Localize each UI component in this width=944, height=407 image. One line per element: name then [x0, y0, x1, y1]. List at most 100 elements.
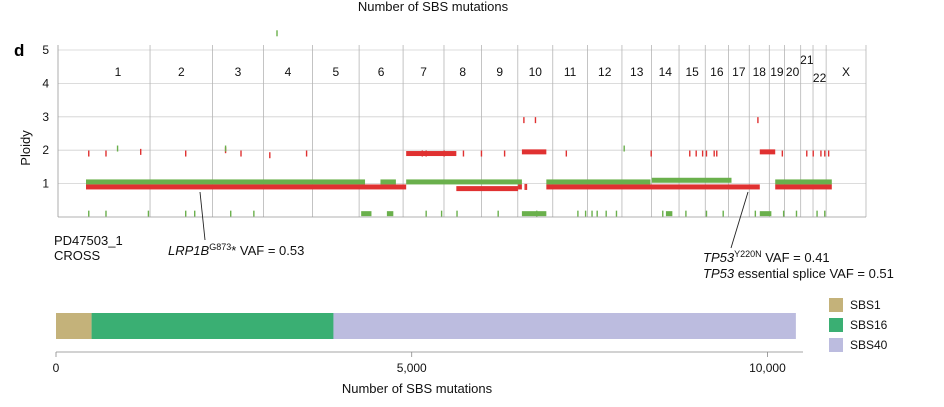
minor-allele-point — [662, 210, 664, 217]
legend-label: SBS16 — [850, 318, 888, 332]
ploidy-tick-label: 3 — [42, 110, 49, 124]
legend-label: SBS1 — [850, 298, 881, 312]
minor-allele-point — [705, 210, 708, 217]
minor-allele-point — [816, 210, 818, 217]
tp53-pointer — [730, 191, 749, 249]
lrp1b-pointer — [199, 191, 206, 241]
major-allele-point — [806, 150, 808, 157]
lrp1b-mutation: G873 — [209, 242, 231, 252]
major-allele-point — [503, 150, 506, 157]
major-allele-point — [462, 150, 465, 157]
minor-allele-point — [440, 210, 443, 217]
ploidy-tick-labels: 1 2 3 4 5 — [42, 43, 49, 191]
minor-allele-point — [615, 210, 618, 217]
lrp1b-vaf: * VAF = 0.53 — [231, 243, 304, 258]
sbs-x-axis-label: Number of SBS mutations — [342, 381, 493, 396]
lrp1b-gene: LRP1B — [168, 243, 210, 258]
tp53-splice-vaf: essential splice VAF = 0.51 — [734, 266, 894, 281]
ploidy-tick-label: 5 — [42, 43, 49, 57]
minor-allele-segment — [775, 179, 832, 185]
major-allele-point — [705, 150, 708, 157]
minor-allele-point — [605, 210, 607, 217]
minor-allele-segment — [651, 177, 732, 183]
chromosome-label: X — [842, 65, 850, 79]
major-allele-point — [812, 150, 814, 157]
major-allele-point — [716, 150, 718, 157]
minor-allele-point — [685, 210, 687, 217]
major-allele-point — [565, 150, 568, 157]
minor-allele-point — [795, 210, 798, 217]
tp53-annotation: TP53Y220N VAF = 0.41 — [703, 249, 830, 265]
tp53-gene: TP53 — [703, 250, 735, 265]
chromosome-label: 6 — [378, 65, 385, 79]
top-caption: Number of SBS mutations — [358, 0, 509, 14]
tp53-mutation: Y220N — [734, 249, 762, 259]
chromosome-label: 13 — [630, 65, 644, 79]
minor-allele-segment — [86, 179, 366, 185]
sample-id: PD47503_1 — [54, 233, 123, 248]
chromosome-label: 3 — [235, 65, 242, 79]
major-allele-point — [524, 183, 526, 190]
minor-allele-point — [536, 210, 538, 217]
major-allele-point — [140, 148, 142, 155]
minor-allele-segment — [521, 211, 547, 217]
sbs-x-axis: 0 5,000 10,000 — [53, 351, 803, 375]
minor-allele-point — [623, 145, 625, 152]
minor-allele-point — [194, 210, 196, 217]
major-allele-point — [240, 150, 242, 157]
chromosome-label: 4 — [285, 65, 292, 79]
minor-allele-point — [276, 30, 278, 37]
chromosome-label: 16 — [710, 65, 724, 79]
ploidy-axis-label: Ploidy — [18, 130, 33, 166]
minor-allele-segment — [546, 179, 651, 185]
sbs-tick-label: 0 — [53, 361, 60, 375]
chromosome-label: 18 — [753, 65, 767, 79]
tp53-vaf: VAF = 0.41 — [762, 250, 830, 265]
chromosome-label: 2 — [178, 65, 185, 79]
sbs-bar-plot: 0 5,000 10,000 Number of SBS mutations SBS… — [53, 298, 888, 396]
minor-allele-point — [88, 210, 90, 217]
ploidy-tick-label: 1 — [42, 177, 49, 191]
minor-allele-segment — [361, 211, 372, 217]
legend-swatch — [829, 298, 843, 312]
chromosome-label: 19 — [770, 65, 784, 79]
minor-allele-point — [824, 210, 826, 217]
minor-allele-segment — [380, 179, 396, 185]
major-allele-point — [820, 150, 822, 157]
chromosome-label: 15 — [685, 65, 699, 79]
major-allele-segment — [86, 184, 407, 190]
major-allele-segment — [546, 184, 760, 190]
tp53-splice-gene: TP53 — [703, 266, 735, 281]
minor-allele-point — [722, 210, 724, 217]
chromosome-label: 7 — [420, 65, 427, 79]
minor-allele-point — [497, 210, 499, 217]
major-allele-point — [534, 117, 537, 124]
minor-allele-point — [577, 210, 579, 217]
copy-number-segments — [86, 30, 832, 217]
sample-subtitle: CROSS — [54, 248, 101, 263]
major-allele-segment — [521, 149, 547, 155]
major-allele-point — [689, 150, 691, 157]
major-allele-point — [827, 150, 830, 157]
chromosome-label: 1 — [115, 65, 122, 79]
chromosome-label: 22 — [813, 71, 827, 85]
ploidy-grid — [57, 45, 866, 217]
ploidy-tick-label: 2 — [42, 143, 49, 157]
major-allele-point — [305, 150, 308, 157]
minor-allele-point — [116, 145, 119, 152]
major-allele-point — [443, 150, 445, 157]
minor-allele-point — [782, 210, 785, 217]
minor-allele-segment — [386, 211, 394, 217]
major-allele-point — [824, 150, 826, 157]
chromosome-label: 20 — [786, 65, 800, 79]
minor-allele-segment — [406, 179, 522, 185]
major-allele-point — [88, 150, 90, 157]
chromosome-label: 9 — [496, 65, 503, 79]
minor-allele-point — [425, 210, 427, 217]
chromosome-label: 14 — [659, 65, 673, 79]
minor-allele-point — [456, 210, 458, 217]
sbs-bar-sbs40 — [333, 313, 796, 339]
minor-allele-point — [253, 210, 255, 217]
